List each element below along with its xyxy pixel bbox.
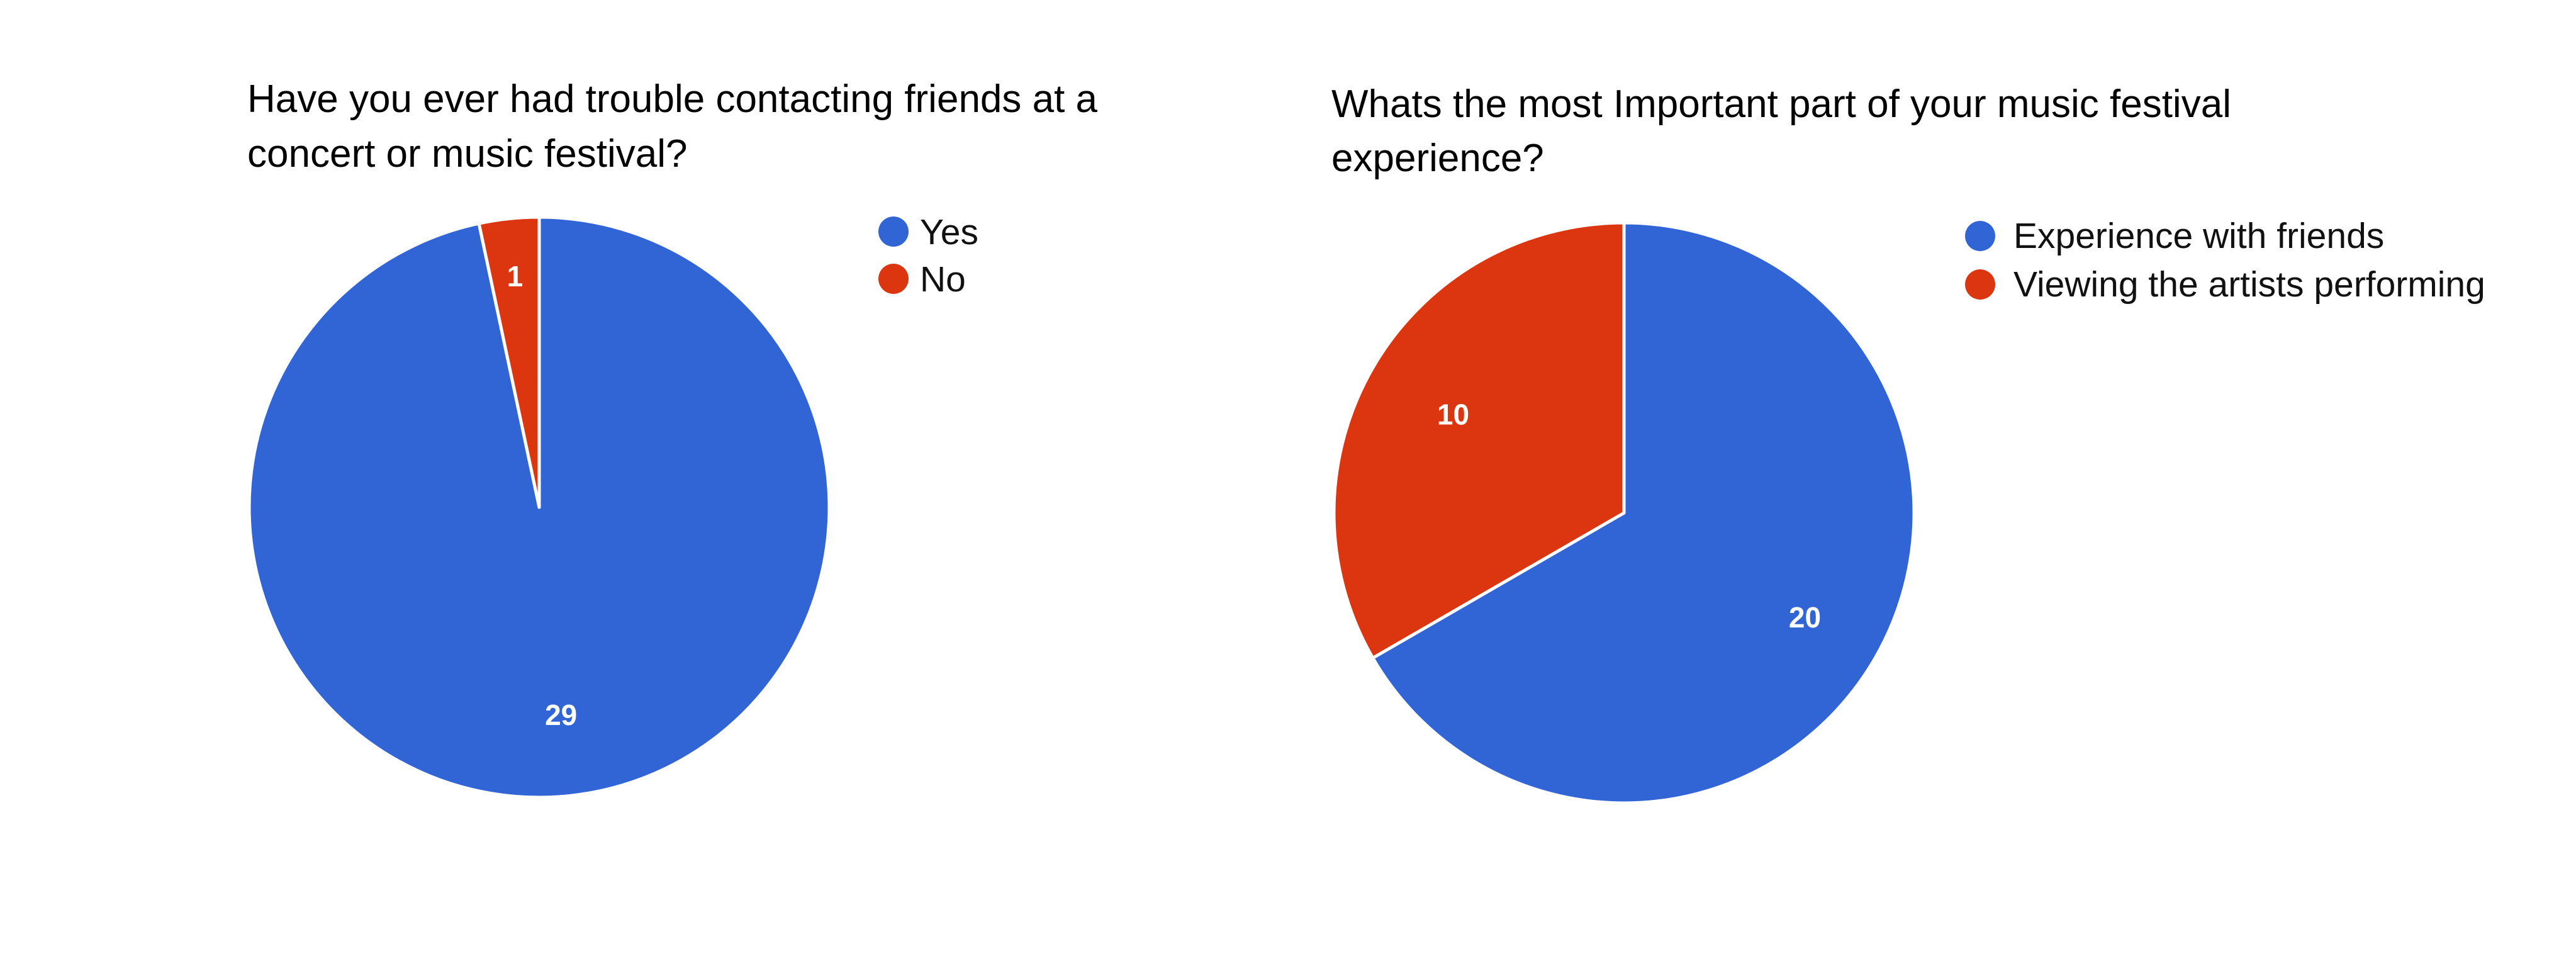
chart-1-slice-label-no: 1 bbox=[507, 260, 524, 293]
chart-2-title-line-1: Whats the most Important part of your mu… bbox=[1331, 82, 2231, 126]
chart-2: Whats the most Important part of your mu… bbox=[1331, 82, 2485, 805]
chart-2-slice-experience-with-friends bbox=[1371, 221, 1916, 805]
chart-2-slice-label-experience-with-friends: 20 bbox=[1789, 601, 1821, 634]
chart-1: Have you ever had trouble contacting fri… bbox=[247, 77, 1098, 799]
chart-1-slice-no bbox=[477, 215, 541, 509]
chart-1-pie: 29 1 bbox=[247, 215, 831, 799]
chart-1-slice-label-yes: 29 bbox=[545, 699, 577, 731]
chart-1-legend: Yes No bbox=[878, 212, 978, 300]
legend-swatch-yes bbox=[878, 216, 909, 247]
legend-label-viewing-artists: Viewing the artists performing bbox=[2013, 264, 2485, 305]
legend-swatch-no bbox=[878, 264, 909, 294]
legend-swatch-experience-with-friends bbox=[1965, 221, 1995, 251]
chart-2-slice-label-viewing-the-artists-performing: 10 bbox=[1437, 398, 1469, 430]
chart-1-title-line-1: Have you ever had trouble contacting fri… bbox=[247, 77, 1098, 121]
chart-2-title-line-2: experience? bbox=[1331, 137, 1544, 180]
chart-2-legend: Experience with friends Viewing the arti… bbox=[1965, 216, 2485, 305]
legend-label-experience-with-friends: Experience with friends bbox=[2013, 216, 2384, 256]
legend-swatch-viewing-artists bbox=[1965, 269, 1995, 300]
chart-1-title-line-2: concert or music festival? bbox=[247, 132, 687, 176]
chart-2-slice-viewing-the-artists-performing bbox=[1332, 221, 1626, 660]
legend-label-yes: Yes bbox=[920, 212, 978, 252]
legend-label-no: No bbox=[920, 259, 966, 300]
